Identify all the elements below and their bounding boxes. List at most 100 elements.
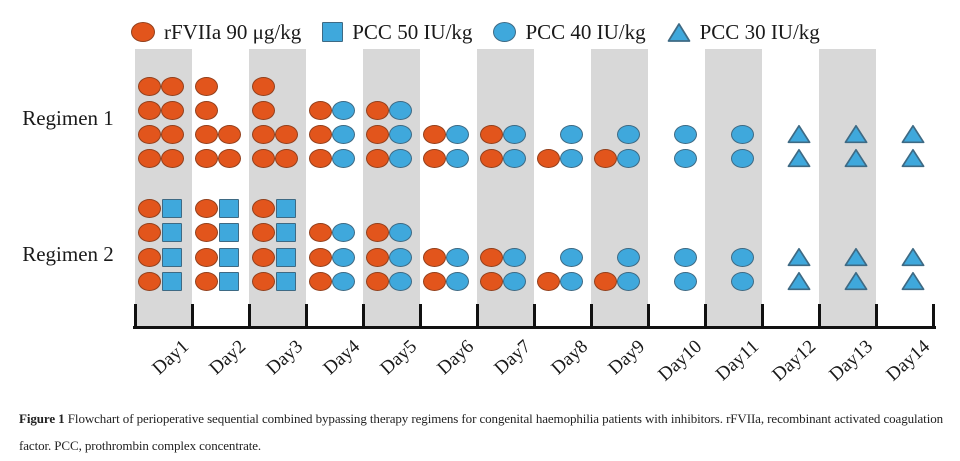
axis-tick xyxy=(646,304,650,327)
axis-tick xyxy=(133,304,137,327)
dose-symbol-c xyxy=(502,247,526,267)
dose-symbol-o xyxy=(365,247,389,267)
dose-symbol-c xyxy=(559,148,583,168)
dose-symbol-c xyxy=(730,148,754,168)
dose-symbol-o xyxy=(536,148,560,168)
dose-symbol-t xyxy=(901,271,925,291)
dose-symbol-c xyxy=(388,271,412,291)
dose-symbol-o xyxy=(274,124,298,144)
dose-symbol-o xyxy=(365,124,389,144)
dose-symbol-t xyxy=(844,148,868,168)
axis-tick xyxy=(760,304,764,327)
dose-symbol-t xyxy=(787,148,811,168)
dose-symbol-c xyxy=(673,148,697,168)
axis-tick xyxy=(703,304,707,327)
day-label: Day13 xyxy=(825,336,878,386)
legend-label-pcc40: PCC 40 IU/kg xyxy=(525,19,646,44)
dose-symbol-o xyxy=(194,100,218,120)
dose-symbol-t xyxy=(844,247,868,267)
dose-symbol-c xyxy=(502,148,526,168)
axis-tick xyxy=(247,304,251,327)
axis-baseline xyxy=(133,326,936,329)
axis-tick xyxy=(589,304,593,327)
dose-symbol-o xyxy=(137,148,161,168)
day-label: Day14 xyxy=(882,336,935,386)
dose-symbol-c xyxy=(331,271,355,291)
dose-symbol-c xyxy=(388,124,412,144)
dose-symbol-o xyxy=(251,271,275,291)
dose-symbol-o xyxy=(251,76,275,96)
dose-symbol-o xyxy=(536,271,560,291)
dose-symbol-o xyxy=(365,148,389,168)
day-label: Day8 xyxy=(547,336,593,380)
dose-symbol-c xyxy=(331,148,355,168)
chart-legend: rFVIIa 90 μg/kg PCC 50 IU/kg PCC 40 IU/k… xyxy=(131,18,820,46)
day-label: Day10 xyxy=(654,336,707,386)
axis-tick xyxy=(874,304,878,327)
dose-symbol-o xyxy=(308,222,332,242)
dose-symbol-c xyxy=(730,247,754,267)
axis-tick xyxy=(475,304,479,327)
dose-symbol-o xyxy=(593,148,617,168)
dose-symbol-c xyxy=(331,247,355,267)
dose-symbol-c xyxy=(559,124,583,144)
dose-symbol-s xyxy=(162,271,182,291)
dose-symbol-c xyxy=(331,100,355,120)
legend-item-pcc30: PCC 30 IU/kg xyxy=(667,20,820,45)
axis-tick xyxy=(361,304,365,327)
dose-symbol-s xyxy=(276,271,296,291)
dose-symbol-o xyxy=(217,124,241,144)
dose-symbol-t xyxy=(787,247,811,267)
dose-symbol-o xyxy=(194,76,218,96)
legend-label-pcc50: PCC 50 IU/kg xyxy=(352,19,473,44)
dose-symbol-o xyxy=(479,124,503,144)
legend-item-pcc40: PCC 40 IU/kg xyxy=(493,19,646,45)
dose-symbol-o xyxy=(217,148,241,168)
dose-symbol-o xyxy=(479,148,503,168)
day-label: Day5 xyxy=(376,336,422,380)
axis-tick xyxy=(817,304,821,327)
dose-symbol-o xyxy=(308,100,332,120)
dose-symbol-t xyxy=(844,124,868,144)
dose-symbol-c xyxy=(559,247,583,267)
day-label: Day9 xyxy=(604,336,650,380)
dose-symbol-s xyxy=(162,247,182,267)
dose-symbol-o xyxy=(422,271,446,291)
dose-symbol-c xyxy=(616,124,640,144)
dose-symbol-o xyxy=(365,271,389,291)
day-label: Day12 xyxy=(768,336,821,386)
dose-symbol-o xyxy=(137,124,161,144)
dose-symbol-o xyxy=(422,148,446,168)
dose-symbol-c xyxy=(502,124,526,144)
dose-symbol-o xyxy=(593,271,617,291)
dose-symbol-t xyxy=(901,148,925,168)
axis-tick xyxy=(190,304,194,327)
dose-symbol-o xyxy=(274,148,298,168)
dose-symbol-s xyxy=(219,198,239,218)
dose-symbol-s xyxy=(219,247,239,267)
dose-symbol-o xyxy=(308,271,332,291)
dose-symbol-t xyxy=(787,271,811,291)
dose-symbol-t xyxy=(787,124,811,144)
day-label: Day6 xyxy=(433,336,479,380)
dose-symbol-o xyxy=(137,222,161,242)
dose-symbol-t xyxy=(901,247,925,267)
dose-symbol-o xyxy=(308,124,332,144)
pcc30-triangle-icon xyxy=(667,22,690,42)
day-shaded-band xyxy=(819,49,876,327)
legend-label-pcc30: PCC 30 IU/kg xyxy=(699,19,820,44)
dose-symbol-c xyxy=(730,271,754,291)
dose-symbol-o xyxy=(365,222,389,242)
day-label: Day1 xyxy=(148,336,194,380)
dose-symbol-c xyxy=(388,222,412,242)
dose-symbol-c xyxy=(445,247,469,267)
dose-symbol-o xyxy=(194,271,218,291)
dose-symbol-o xyxy=(160,124,184,144)
dose-symbol-c xyxy=(616,271,640,291)
legend-item-rfviia: rFVIIa 90 μg/kg xyxy=(131,20,301,45)
dose-symbol-s xyxy=(162,222,182,242)
dose-symbol-o xyxy=(160,76,184,96)
day-label: Day2 xyxy=(205,336,251,380)
dose-symbol-o xyxy=(251,222,275,242)
dose-symbol-s xyxy=(162,198,182,218)
